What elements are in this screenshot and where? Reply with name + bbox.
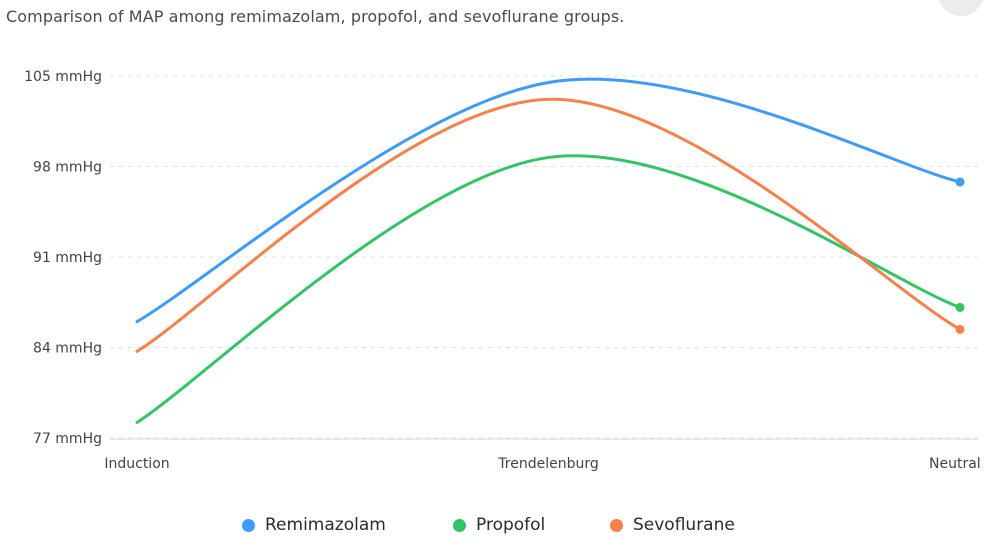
data-point-remimazolam[interactable] — [955, 177, 965, 187]
legend-dot-propofol — [453, 518, 466, 532]
chart-title: Comparison of MAP among remimazolam, pro… — [6, 7, 625, 26]
legend-label-remimazolam: Remimazolam — [265, 515, 386, 535]
y-tick-label: 84 mmHg — [33, 341, 102, 357]
legend-item-remimazolam[interactable]: Remimazolam — [242, 512, 386, 538]
legend-dot-sevoflurane — [610, 518, 623, 532]
line-chart: 105 mmHg 98 mmHg 91 mmHg 84 mmHg 77 mmHg Ind… — [24, 69, 981, 472]
legend-item-propofol[interactable]: Propofol — [453, 512, 545, 538]
y-tick-label: 77 mmHg — [33, 431, 102, 447]
series-line-remimazolam[interactable] — [135, 77, 962, 324]
series-end-points — [955, 177, 965, 334]
x-axis-tick-labels: Induction Trendelenburg Neutral — [104, 456, 980, 472]
y-tick-label: 105 mmHg — [24, 69, 102, 85]
y-tick-label: 98 mmHg — [33, 160, 102, 176]
data-point-propofol[interactable] — [955, 302, 965, 312]
corner-circle-button[interactable] — [938, 0, 984, 16]
chart-legend: Remimazolam Propofol Sevoflurane — [0, 512, 986, 538]
grid-lines — [110, 75, 978, 440]
series-lines — [135, 77, 962, 424]
x-tick-label: Induction — [104, 456, 169, 472]
y-axis-tick-labels: 105 mmHg 98 mmHg 91 mmHg 84 mmHg 77 mmHg — [24, 69, 102, 447]
legend-label-sevoflurane: Sevoflurane — [633, 515, 735, 535]
series-line-propofol[interactable] — [135, 154, 962, 424]
series-line-sevoflurane[interactable] — [135, 97, 962, 353]
data-point-sevoflurane[interactable] — [955, 324, 965, 334]
legend-dot-remimazolam — [242, 518, 255, 532]
y-tick-label: 91 mmHg — [33, 250, 102, 266]
legend-item-sevoflurane[interactable]: Sevoflurane — [610, 512, 735, 538]
x-tick-label: Neutral — [929, 456, 981, 472]
legend-label-propofol: Propofol — [476, 515, 546, 535]
x-tick-label: Trendelenburg — [497, 456, 598, 472]
